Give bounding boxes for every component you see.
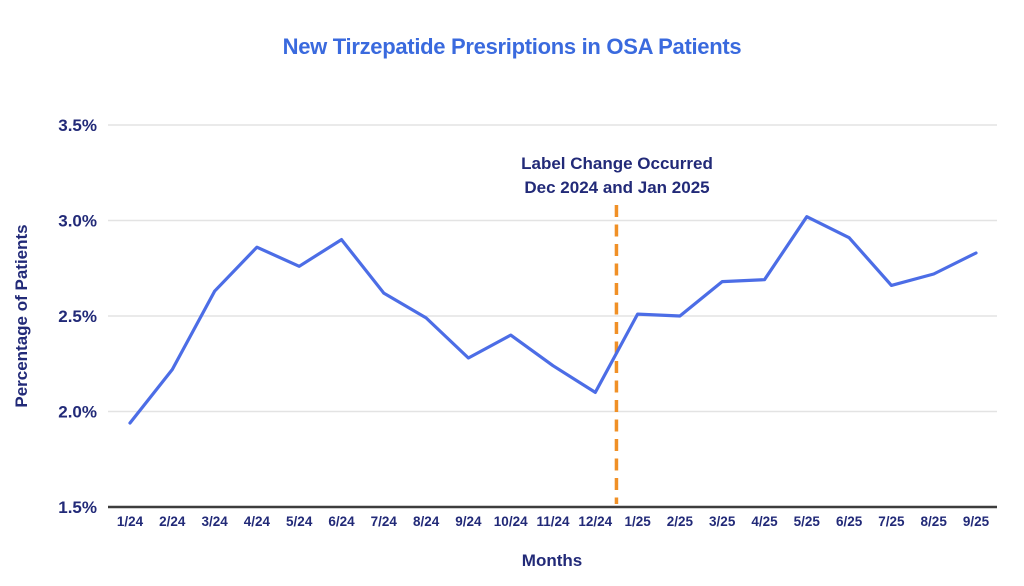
x-tick-label: 5/24 (286, 514, 313, 529)
x-tick-label: 11/24 (536, 514, 570, 529)
x-tick-label: 5/25 (794, 514, 821, 529)
x-tick-label: 2/24 (159, 514, 186, 529)
y-tick-label: 1.5% (58, 498, 97, 517)
x-tick-label: 2/25 (667, 514, 694, 529)
chart-title: New Tirzepatide Presriptions in OSA Pati… (282, 34, 742, 59)
x-tick-label: 7/24 (371, 514, 398, 529)
x-tick-label: 7/25 (878, 514, 905, 529)
annotation-line-1: Label Change Occurred (521, 154, 713, 173)
x-tick-label: 8/25 (921, 514, 948, 529)
x-tick-label: 4/25 (751, 514, 778, 529)
annotation-line-2: Dec 2024 and Jan 2025 (524, 178, 710, 197)
x-tick-label: 1/24 (117, 514, 144, 529)
label-change-annotation: Label Change Occurred Dec 2024 and Jan 2… (521, 152, 713, 200)
x-tick-label: 9/24 (455, 514, 482, 529)
x-tick-label: 6/24 (328, 514, 355, 529)
x-tick-label: 4/24 (244, 514, 271, 529)
x-tick-label: 3/24 (201, 514, 228, 529)
x-tick-label: 12/24 (578, 514, 612, 529)
x-tick-label: 6/25 (836, 514, 863, 529)
y-tick-label: 2.5% (58, 307, 97, 326)
x-tick-label: 10/24 (494, 514, 528, 529)
y-tick-label: 3.0% (58, 212, 97, 231)
series-line-tirzepatide (128, 215, 978, 425)
y-tick-label: 2.0% (58, 403, 97, 422)
x-tick-label: 9/25 (963, 514, 990, 529)
y-tick-label: 3.5% (58, 116, 97, 135)
x-tick-label: 8/24 (413, 514, 440, 529)
x-tick-label: 3/25 (709, 514, 736, 529)
x-tick-label: 1/25 (624, 514, 651, 529)
x-axis-title: Months (521, 551, 583, 570)
